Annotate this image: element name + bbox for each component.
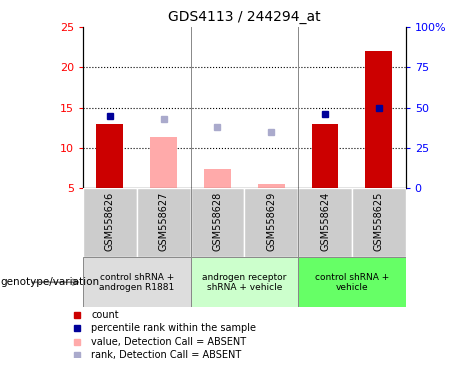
Bar bbox=[190, 188, 244, 257]
Bar bbox=[298, 188, 352, 257]
Text: GSM558629: GSM558629 bbox=[266, 192, 276, 251]
Bar bbox=[312, 124, 338, 188]
Bar bbox=[204, 169, 231, 188]
Text: percentile rank within the sample: percentile rank within the sample bbox=[91, 323, 256, 333]
Text: control shRNA +
androgen R1881: control shRNA + androgen R1881 bbox=[99, 273, 174, 292]
Bar bbox=[190, 257, 298, 307]
Text: GSM558626: GSM558626 bbox=[105, 192, 115, 251]
Text: rank, Detection Call = ABSENT: rank, Detection Call = ABSENT bbox=[91, 350, 241, 360]
Text: GSM558627: GSM558627 bbox=[159, 192, 169, 251]
Text: value, Detection Call = ABSENT: value, Detection Call = ABSENT bbox=[91, 337, 246, 347]
Text: control shRNA +
vehicle: control shRNA + vehicle bbox=[315, 273, 389, 292]
Bar bbox=[258, 184, 284, 188]
Text: androgen receptor
shRNA + vehicle: androgen receptor shRNA + vehicle bbox=[202, 273, 287, 292]
Bar bbox=[150, 137, 177, 188]
Bar bbox=[365, 51, 392, 188]
Bar bbox=[244, 188, 298, 257]
Bar bbox=[96, 124, 123, 188]
Bar bbox=[83, 257, 190, 307]
Text: GSM558625: GSM558625 bbox=[374, 192, 384, 251]
Bar bbox=[83, 188, 137, 257]
Bar bbox=[137, 188, 190, 257]
Text: GSM558624: GSM558624 bbox=[320, 192, 330, 251]
Bar bbox=[298, 257, 406, 307]
Text: count: count bbox=[91, 310, 118, 320]
Title: GDS4113 / 244294_at: GDS4113 / 244294_at bbox=[168, 10, 321, 25]
Bar bbox=[352, 188, 406, 257]
Text: genotype/variation: genotype/variation bbox=[0, 277, 99, 287]
Text: GSM558628: GSM558628 bbox=[213, 192, 223, 251]
